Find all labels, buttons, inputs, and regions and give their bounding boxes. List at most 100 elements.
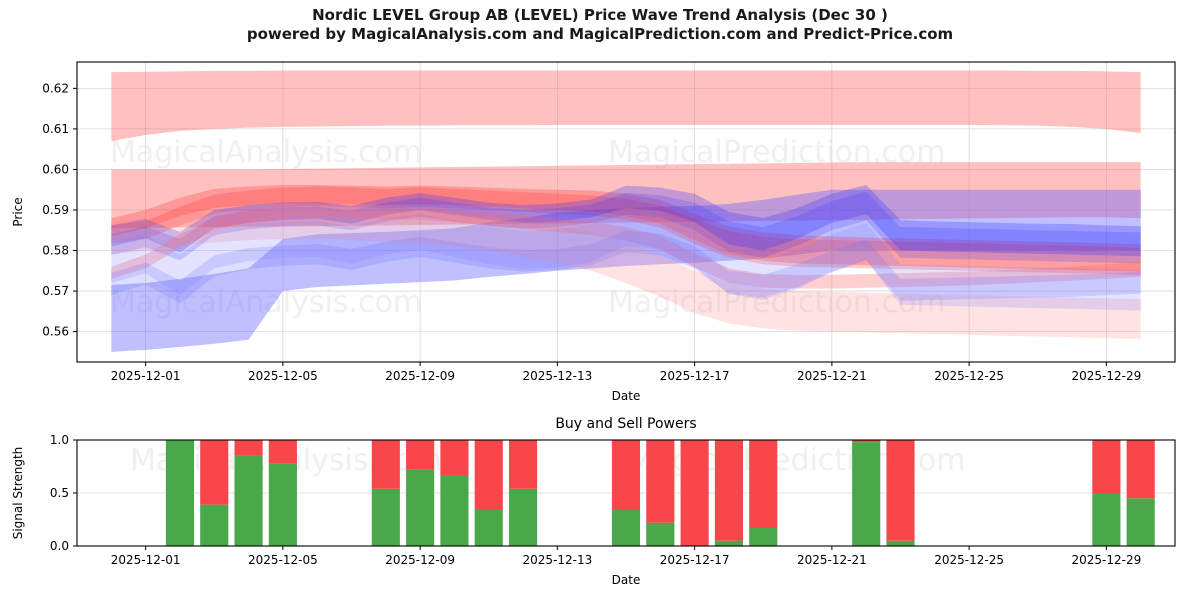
ytick-label: 0.57 xyxy=(42,284,69,298)
xtick-label: 2025-12-29 xyxy=(1072,369,1142,383)
xtick-label: 2025-12-09 xyxy=(385,369,455,383)
bar-sell-power xyxy=(508,440,538,489)
bar-group xyxy=(646,440,675,546)
bar-sell-power xyxy=(852,440,881,443)
bar-sell-power xyxy=(680,440,709,546)
ytick-label: 0.61 xyxy=(42,122,69,136)
bar-group xyxy=(234,440,263,546)
price-band-blue-lower-outer xyxy=(111,189,1141,352)
bar-ytick-label: 0.0 xyxy=(50,539,69,553)
main-gridlines xyxy=(77,62,1175,362)
price-band-red-core-wave-2 xyxy=(111,186,1141,276)
main-axes: 0.56 0.57 0.58 0.59 0.60 0.61 0.62 2025-12-01 20… xyxy=(11,61,1176,403)
bar-sell-power xyxy=(440,440,469,475)
bar-sell-power xyxy=(234,440,263,456)
bar-group xyxy=(852,440,881,546)
bar-xaxis-label: Date xyxy=(612,573,641,587)
bar-sell-power xyxy=(268,440,297,464)
watermark-right-top: MagicalPrediction.com xyxy=(608,135,946,170)
watermark-bar-right: MagicalPrediction.com xyxy=(628,443,966,478)
bar-sell-power xyxy=(886,440,915,541)
main-plot-background xyxy=(77,62,1175,362)
bar-buy-power xyxy=(371,488,400,546)
bar-group xyxy=(680,440,709,546)
bar-buy-power xyxy=(406,469,435,546)
price-band-blue-faint-tail xyxy=(111,209,1141,311)
bar-group xyxy=(749,440,778,546)
bar-group xyxy=(165,440,195,546)
bar-sell-power xyxy=(200,440,229,505)
page-title: Nordic LEVEL Group AB (LEVEL) Price Wave… xyxy=(0,6,1200,44)
bar-buy-power xyxy=(1126,498,1155,546)
bar-sell-power xyxy=(714,440,744,541)
bar-chart-title: Buy and Sell Powers xyxy=(555,416,696,432)
bar-sell-power xyxy=(474,440,503,510)
xtick-label: 2025-12-05 xyxy=(248,369,318,383)
bar-sell-power xyxy=(749,440,778,528)
bar-ytick-label: 0.5 xyxy=(50,486,69,500)
bar-group xyxy=(474,440,503,546)
ytick-label: 0.56 xyxy=(42,325,69,339)
price-band-blue-inner-lower xyxy=(111,230,1141,304)
bar-yaxis-label: Signal Strength xyxy=(11,447,25,540)
bar-sell-power xyxy=(1092,440,1121,493)
bar-group xyxy=(371,440,400,546)
bar-xtick-label: 2025-12-29 xyxy=(1072,553,1142,567)
bar-buy-power xyxy=(234,455,263,546)
bar-xtick-label: 2025-12-21 xyxy=(797,553,867,567)
bar-buy-power xyxy=(611,509,641,546)
ytick-label: 0.62 xyxy=(42,81,69,95)
bar-group xyxy=(268,440,297,546)
price-band-red-faint-tail xyxy=(111,209,1141,339)
main-yaxis-label: Price xyxy=(11,197,25,226)
bar-axes: 0.0 0.5 1.0 2025-12-01 2025-12-05 2025-12-09 2… xyxy=(11,433,1176,587)
price-band-blue-core-wave-1 xyxy=(111,184,1141,257)
bar-buy-power xyxy=(508,488,538,546)
xtick-label: 2025-12-21 xyxy=(797,369,867,383)
bar-xtick-label: 2025-12-25 xyxy=(934,553,1004,567)
ytick-label: 0.59 xyxy=(42,203,69,217)
price-band-red-core-wave-1 xyxy=(111,184,1141,272)
bar-xtick-label: 2025-12-13 xyxy=(523,553,593,567)
ytick-label: 0.60 xyxy=(42,162,69,176)
price-band-red-upper-outer xyxy=(111,70,1141,142)
bar-ytick-label: 1.0 xyxy=(50,433,69,447)
bar-buy-power xyxy=(714,540,744,546)
bar-series xyxy=(165,440,1155,546)
bar-sell-power xyxy=(646,440,675,523)
watermark-left-top: MagicalAnalysis.com xyxy=(110,135,422,170)
bar-buy-power xyxy=(886,540,915,546)
bar-buy-power xyxy=(646,522,675,546)
xtick-label: 2025-12-25 xyxy=(934,369,1004,383)
price-band-blue-core-wave-2 xyxy=(111,191,1141,264)
bar-group xyxy=(886,440,915,546)
bar-xtick-label: 2025-12-09 xyxy=(385,553,455,567)
chart-subtitle: powered by MagicalAnalysis.com and Magic… xyxy=(246,25,954,43)
xtick-label: 2025-12-13 xyxy=(523,369,593,383)
bar-buy-power xyxy=(749,527,778,546)
bar-buy-power xyxy=(165,440,195,546)
bar-sell-power xyxy=(371,440,400,489)
bar-group xyxy=(611,440,641,546)
bar-group xyxy=(440,440,469,546)
xtick-label: 2025-12-17 xyxy=(660,369,730,383)
bar-xtick-label: 2025-12-05 xyxy=(248,553,318,567)
bar-group xyxy=(1092,440,1121,546)
bar-group xyxy=(406,440,435,546)
bar-buy-power xyxy=(474,509,503,546)
bar-group xyxy=(508,440,538,546)
xtick-label: 2025-12-01 xyxy=(111,369,181,383)
bar-group xyxy=(200,440,229,546)
bar-xtick-label: 2025-12-01 xyxy=(111,553,181,567)
bar-buy-power xyxy=(268,463,297,546)
bar-xtick-label: 2025-12-17 xyxy=(660,553,730,567)
bar-group xyxy=(714,440,744,546)
bar-sell-power xyxy=(1126,440,1155,499)
bar-buy-power xyxy=(1092,493,1121,546)
chart-title: Nordic LEVEL Group AB (LEVEL) Price Wave… xyxy=(312,6,888,24)
main-xaxis-label: Date xyxy=(612,389,641,403)
bar-sell-power xyxy=(611,440,641,510)
price-bands xyxy=(111,70,1141,352)
